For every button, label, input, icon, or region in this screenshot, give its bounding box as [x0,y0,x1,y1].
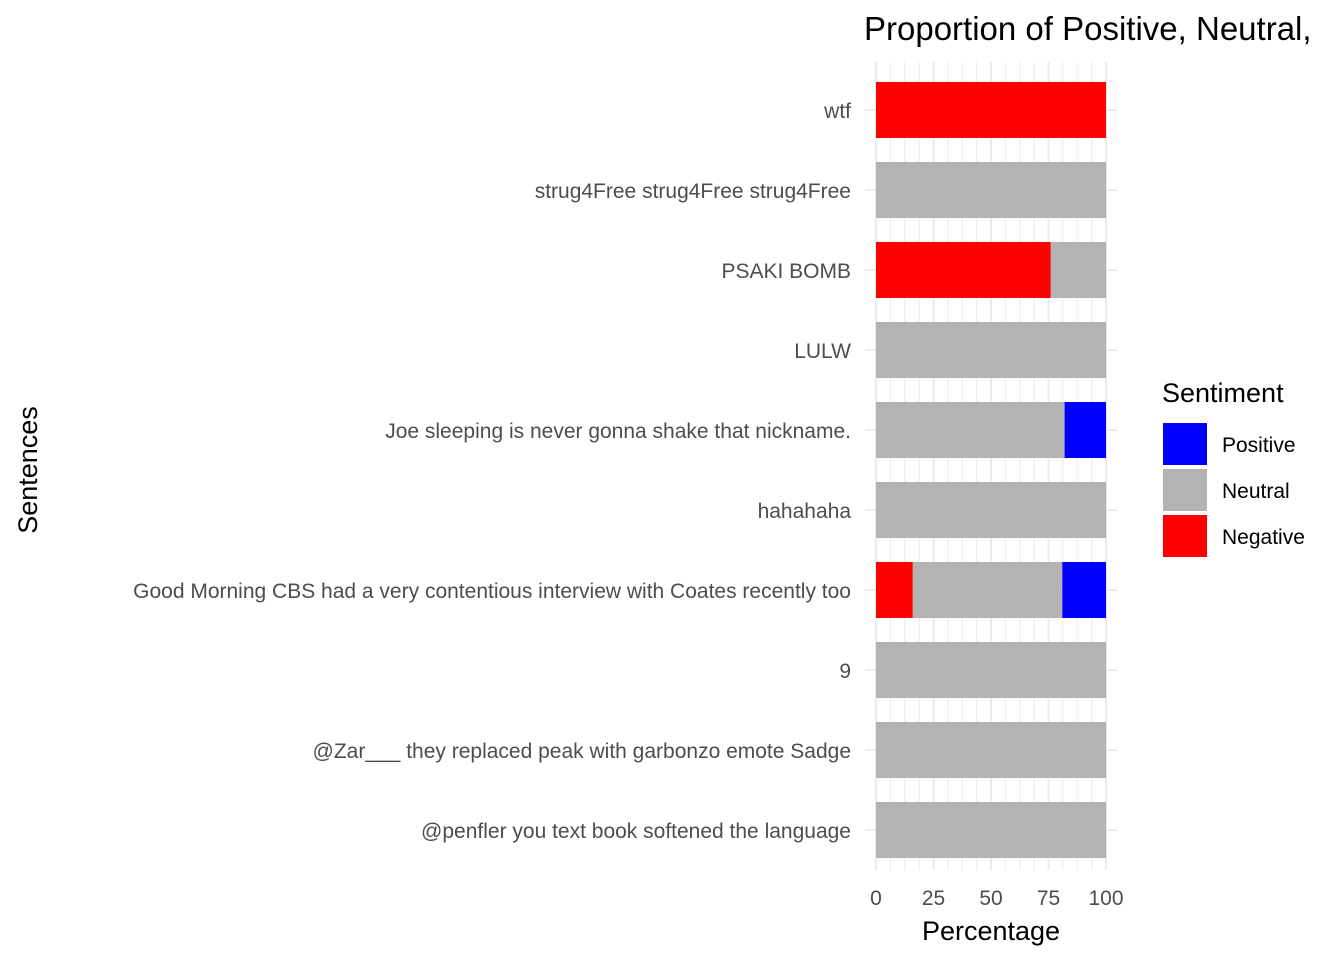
bar-neutral [876,322,1106,378]
y-axis-labels: wtf strug4Free strug4Free strug4Free PSAKI… [133,100,851,843]
bar-neutral [876,802,1106,858]
legend-label-neutral: Neutral [1222,480,1290,503]
bar-neutral [1050,242,1106,298]
y-tick-label: PSAKI BOMB [721,260,851,283]
legend-key-negative [1163,515,1207,557]
legend-key-neutral [1163,469,1207,511]
bar-neutral [876,162,1106,218]
y-tick-label: Good Morning CBS had a very contentious … [133,580,851,603]
x-axis-title: Percentage [922,916,1060,946]
y-tick-label: @penfler you text book softened the lang… [421,820,851,843]
legend-key-positive [1163,423,1207,465]
x-tick-label: 50 [979,887,1002,910]
bar-negative [876,242,1051,298]
bar-negative [876,562,913,618]
bars [876,82,1106,858]
bar-positive [1064,402,1106,458]
legend: Sentiment Positive Neutral Negative [1162,378,1305,557]
bar-neutral [876,722,1106,778]
legend-label-positive: Positive [1222,434,1296,457]
chart-title: Proportion of Positive, Neutral, [864,10,1312,47]
bar-neutral [876,402,1065,458]
x-tick-label: 75 [1037,887,1060,910]
x-axis-ticks: 0 25 50 75 100 [870,887,1123,910]
y-tick-label: 9 [839,660,851,683]
bar-neutral [912,562,1063,618]
bar-neutral [876,642,1106,698]
y-tick-label: @Zar___ they replaced peak with garbonzo… [313,740,851,763]
bar-negative [876,82,1106,138]
legend-title: Sentiment [1162,378,1284,408]
legend-label-negative: Negative [1222,526,1305,549]
y-axis-title: Sentences [13,406,43,534]
y-tick-label: LULW [794,340,851,363]
bar-neutral [876,482,1106,538]
x-tick-label: 0 [870,887,882,910]
y-tick-label: wtf [823,100,851,123]
y-tick-label: hahahaha [758,500,852,523]
bar-positive [1062,562,1106,618]
x-tick-label: 100 [1088,887,1123,910]
x-tick-label: 25 [922,887,945,910]
y-tick-label: Joe sleeping is never gonna shake that n… [385,420,851,443]
y-tick-label: strug4Free strug4Free strug4Free [535,180,851,203]
